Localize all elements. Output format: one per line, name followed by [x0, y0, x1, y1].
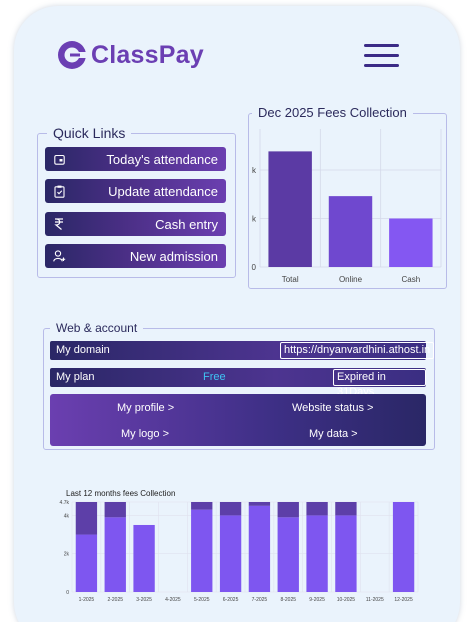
bar-5-2025-series-2 — [191, 502, 213, 510]
x-tick-label: Total — [282, 275, 299, 284]
todays-attendance-label: Today's attendance — [106, 151, 218, 167]
bar-9-2025-series-2 — [306, 502, 328, 516]
bar-8-2025-series-2 — [277, 502, 299, 518]
y-tick-label: 4k — [64, 513, 70, 519]
add-user-icon — [52, 250, 66, 262]
y-tick-label: 4.7k — [60, 500, 70, 506]
clipboard-icon — [52, 185, 66, 198]
hamburger-icon[interactable] — [364, 44, 399, 68]
x-tick-label: 10-2025 — [337, 597, 356, 603]
new-admission-button[interactable]: New admission — [45, 244, 226, 268]
monthly-chart-svg: 0 2k 4k 4.7k 1-2025 2-2025 3-2025 4-2025 5-2025 6… — [60, 500, 419, 603]
x-tick-label: 4-2025 — [165, 597, 181, 603]
plan-expiry: Expired in 31Days — [333, 369, 426, 398]
classpay-logo-icon — [57, 40, 87, 70]
x-tick-label: 5-2025 — [194, 597, 210, 603]
cash-entry-button[interactable]: Cash entry — [45, 212, 226, 236]
quick-links-panel — [37, 133, 236, 278]
x-tick-label: 3-2025 — [136, 597, 152, 603]
bar-2-2025-series-1 — [104, 517, 126, 592]
y-tick-label: 2k — [64, 552, 70, 558]
cash-entry-label: Cash entry — [155, 216, 218, 232]
my-plan-label: My plan — [56, 371, 95, 383]
x-tick-label: 9-2025 — [309, 597, 325, 603]
account-links: My profile > Website status > My logo > … — [50, 394, 426, 446]
web-account-title: Web & account — [50, 321, 144, 335]
y-tick-label: k — [252, 215, 257, 224]
monthly-chart: 0 2k 4k 4.7k 1-2025 2-2025 3-2025 4-2025 5-2025 6… — [52, 494, 422, 610]
my-domain-row[interactable]: My domain https://dnyanvardhini.athost.i… — [50, 341, 435, 360]
bar-6-2025-series-2 — [219, 502, 242, 516]
bar-total — [268, 151, 312, 267]
my-logo-link[interactable]: My logo > — [121, 428, 169, 440]
bar-3-2025-series-1 — [133, 524, 155, 592]
x-tick-label: 1-2025 — [79, 597, 95, 603]
quick-links-title: Quick Links — [47, 125, 132, 141]
y-tick-label: k — [252, 166, 257, 175]
my-plan-row[interactable]: My plan Free Expired in 31Days — [50, 368, 426, 398]
bar-1-2025-series-1 — [75, 534, 98, 592]
fees-chart-svg: 0 k k Total Online Cash — [252, 129, 442, 284]
bar-5-2025-series-1 — [191, 509, 213, 592]
new-admission-label: New admission — [129, 248, 218, 264]
rupee-icon — [52, 218, 66, 230]
web-account-panel — [43, 328, 435, 450]
bar-10-2025-series-1 — [335, 515, 357, 592]
x-tick-label: Online — [339, 275, 363, 284]
bar-2-2025-series-2 — [104, 502, 126, 518]
x-tick-label: 12-2025 — [394, 597, 413, 603]
my-profile-link[interactable]: My profile > — [117, 402, 175, 414]
x-tick-label: 8-2025 — [280, 597, 296, 603]
bar-7-2025-series-2 — [248, 502, 271, 506]
y-tick-label: 0 — [66, 590, 69, 596]
update-attendance-button[interactable]: Update attendance — [45, 179, 226, 203]
website-status-link[interactable]: Website status > — [292, 402, 374, 414]
x-tick-label: 7-2025 — [252, 597, 268, 603]
bar-cash — [389, 218, 433, 267]
x-tick-label: 2-2025 — [107, 597, 123, 603]
bar-8-2025-series-1 — [277, 517, 299, 592]
my-data-link[interactable]: My data > — [309, 428, 358, 440]
monthly-chart-title: Last 12 months fees Collection — [66, 489, 176, 498]
app-name: ClassPay — [91, 40, 204, 69]
bar-online — [328, 196, 373, 267]
fees-chart: 0 k k Total Online Cash — [248, 125, 445, 287]
update-attendance-label: Update attendance — [108, 183, 218, 199]
plan-value: Free — [203, 371, 226, 383]
my-domain-label: My domain — [56, 344, 110, 356]
x-tick-label: 11-2025 — [366, 597, 384, 603]
bar-9-2025-series-1 — [306, 515, 328, 592]
todays-attendance-button[interactable]: Today's attendance — [45, 147, 226, 171]
app-logo[interactable]: ClassPay — [57, 40, 204, 70]
bar-12-2025-series-1 — [392, 502, 415, 592]
x-tick-label: Cash — [401, 275, 420, 284]
bar-6-2025-series-1 — [219, 515, 242, 592]
x-tick-label: 6-2025 — [223, 597, 239, 603]
calendar-icon — [52, 154, 66, 165]
bar-10-2025-series-2 — [335, 502, 357, 516]
bar-1-2025-series-2 — [75, 502, 98, 535]
fees-chart-title: Dec 2025 Fees Collection — [252, 105, 413, 120]
y-tick-label: 0 — [252, 263, 257, 272]
bar-7-2025-series-1 — [248, 505, 271, 592]
domain-link[interactable]: https://dnyanvardhini.athost.in — [280, 342, 435, 359]
